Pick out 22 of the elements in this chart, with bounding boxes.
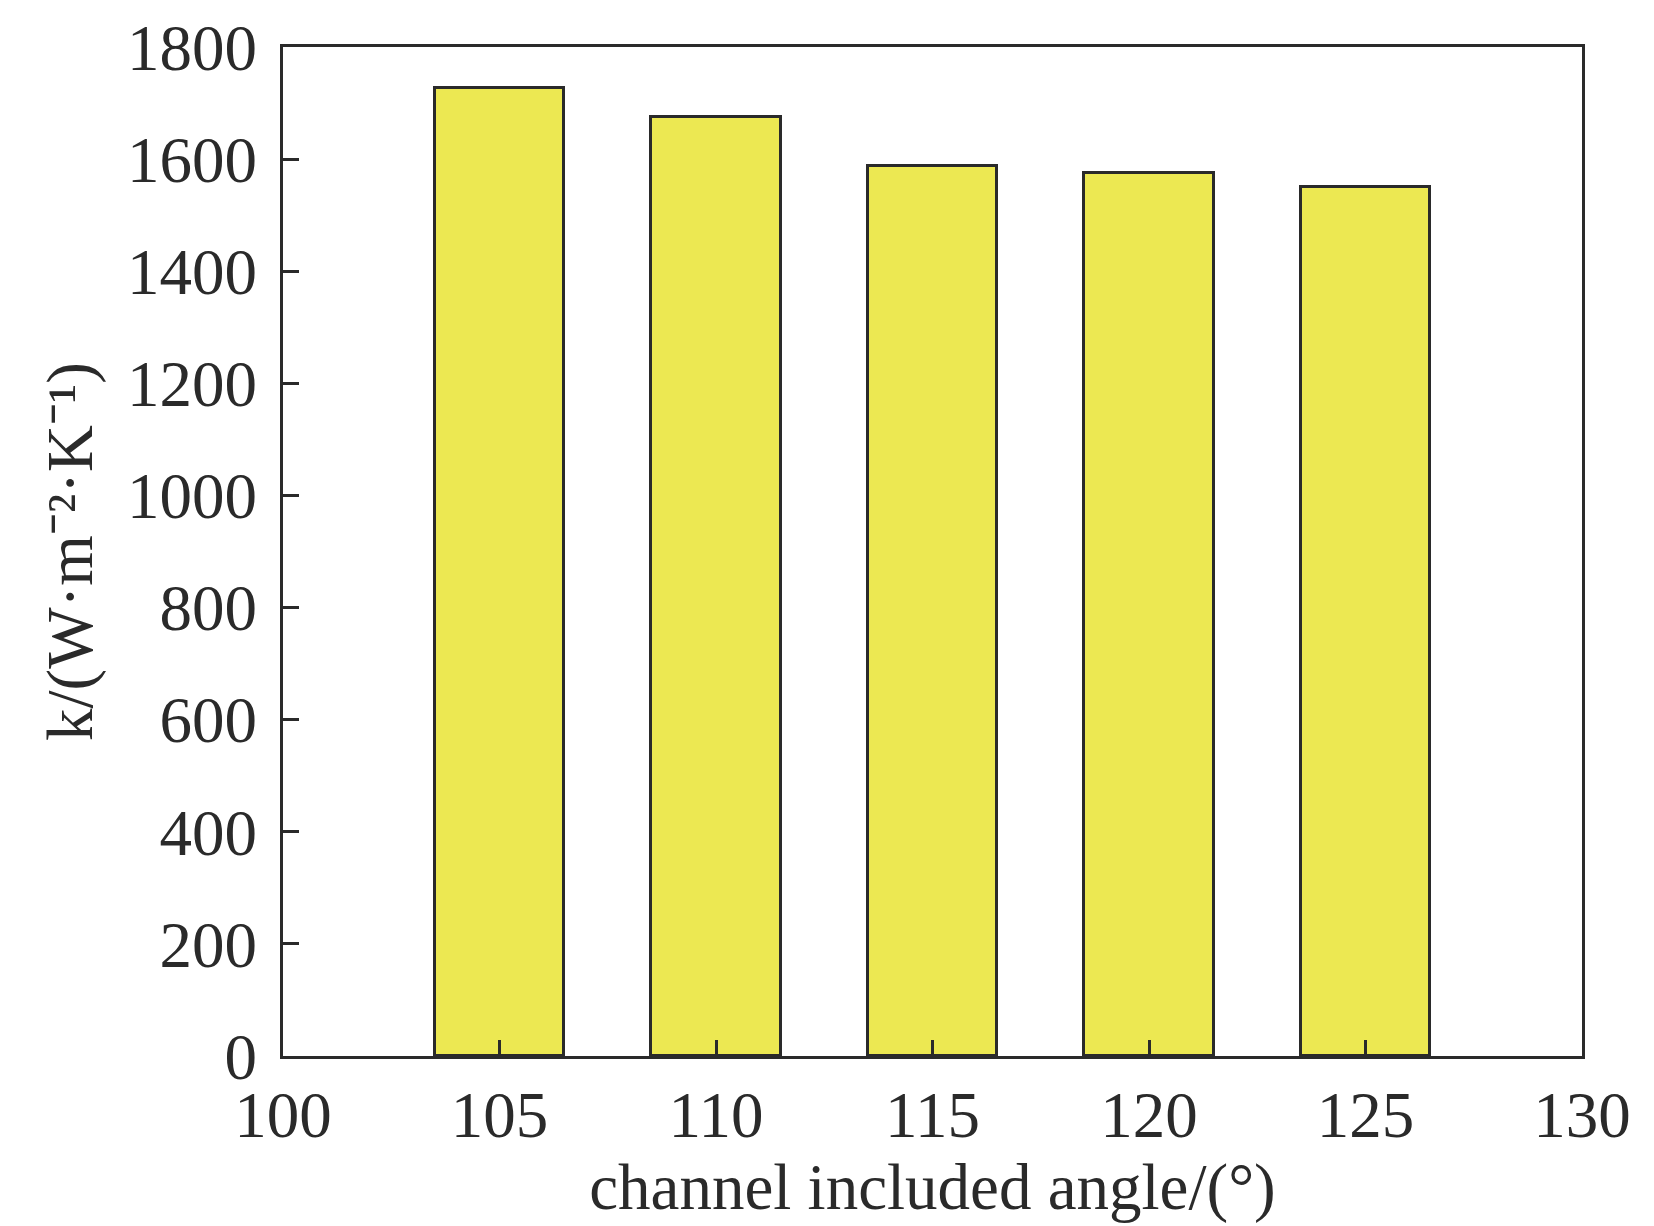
y-axis-title: k/(W·m⁻²·K⁻¹) (33, 362, 106, 741)
bar (433, 86, 565, 1056)
x-tick-label: 110 (668, 1079, 764, 1151)
y-tick-label: 800 (159, 572, 257, 645)
x-tick-label: 120 (1100, 1079, 1198, 1151)
x-tick-label: 130 (1533, 1079, 1631, 1151)
y-tick-label: 600 (159, 684, 257, 757)
y-tick-label: 1800 (127, 11, 257, 84)
y-tick-label: 1200 (127, 348, 257, 421)
x-tick-label: 115 (884, 1079, 981, 1151)
y-tick-label: 400 (159, 796, 257, 869)
y-tick-label: 200 (159, 908, 257, 981)
bar (1299, 185, 1431, 1056)
x-axis-title: channel included angle/(°) (589, 1151, 1276, 1223)
bar (1082, 171, 1215, 1056)
x-tick-label: 105 (450, 1079, 549, 1151)
bar (649, 115, 782, 1056)
y-tick-label: 1000 (127, 460, 257, 533)
bar (866, 164, 998, 1056)
x-tick-label: 125 (1316, 1079, 1415, 1151)
y-tick-label: 1400 (127, 235, 257, 308)
y-tick-label: 1600 (127, 123, 257, 196)
